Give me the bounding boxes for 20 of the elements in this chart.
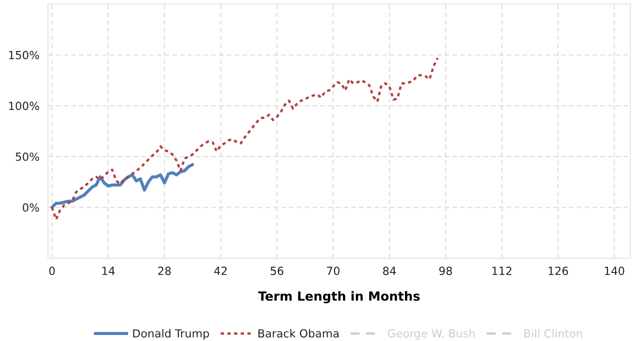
y-tick-label: 0% [22,203,40,212]
y-tick-label: 100% [9,102,40,110]
x-tick-label: 14 [102,266,115,275]
x-tick-label: 42 [214,266,227,275]
legend-label: Donald Trump [133,328,210,340]
y-tick-label: 150% [9,50,40,60]
x-tick-label: 28 [158,266,171,276]
x-tick-label: 126 [548,266,568,276]
x-tick-label: 140 [604,266,624,276]
x-tick-label: 84 [383,266,396,276]
x-tick-label: 56 [270,266,284,276]
x-tick-label: 70 [327,266,340,276]
legend-label: Barack Obama [258,328,339,338]
x-tick-label: 0 [49,266,55,276]
x-tick-label: 112 [492,266,512,275]
line-series [50,56,439,221]
line-series [50,163,194,209]
x-axis-title: Term Length in Months [258,291,420,304]
y-tick-label: 50% [16,152,40,161]
x-tick-label: 98 [439,266,452,276]
